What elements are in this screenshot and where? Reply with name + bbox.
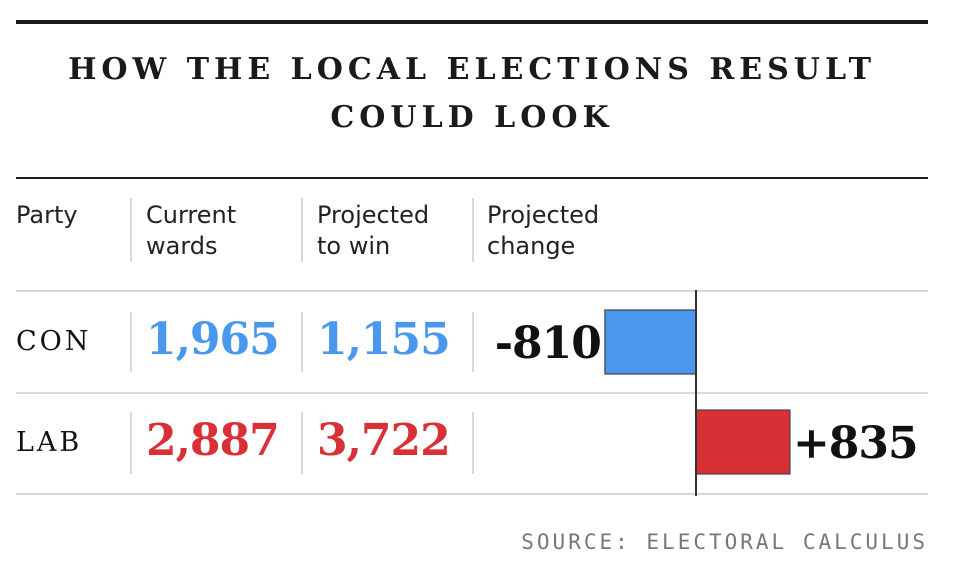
projected-to-win-lab: 3,722 [317, 415, 451, 466]
row-divider [130, 412, 132, 474]
column-header-party-label: Party [16, 201, 78, 229]
column-header-current-line1: Current [146, 201, 237, 229]
row-rule [16, 493, 928, 495]
row-divider [472, 412, 474, 474]
current-wards-con: 1,965 [146, 314, 280, 365]
header-rule [16, 177, 928, 179]
row-rule [16, 290, 928, 292]
header-divider [472, 198, 474, 262]
row-rule [16, 392, 928, 394]
party-label-con: CON [16, 326, 92, 357]
header-divider [130, 198, 132, 262]
column-header-current-wards: Current wards [146, 200, 236, 262]
projected-to-win-con: 1,155 [317, 314, 451, 365]
column-header-projected-line2: to win [317, 232, 391, 260]
source-note: SOURCE: ELECTORAL CALCULUS [521, 530, 928, 554]
column-header-projected-change: Projected change [487, 200, 599, 262]
column-header-change-line2: change [487, 232, 576, 260]
row-divider [130, 312, 132, 372]
change-bar-con [604, 309, 697, 375]
projected-change-chart: -810 +835 [495, 290, 919, 496]
column-header-projected-line1: Projected [317, 201, 430, 229]
row-divider [301, 412, 303, 474]
party-label-lab: LAB [16, 427, 83, 458]
change-label-lab: +835 [793, 418, 918, 469]
chart-title: HOW THE LOCAL ELECTIONS RESULT COULD LOO… [68, 52, 876, 135]
column-header-party: Party [16, 200, 78, 231]
column-header-change-line1: Projected [487, 201, 600, 229]
column-header-current-line2: wards [146, 232, 218, 260]
column-header-projected-to-win: Projected to win [317, 200, 429, 262]
row-divider [301, 312, 303, 372]
change-label-con: -810 [495, 318, 601, 369]
row-divider [472, 312, 474, 372]
top-rule [16, 20, 928, 24]
change-bar-lab [695, 409, 791, 475]
current-wards-lab: 2,887 [146, 415, 280, 466]
header-divider [301, 198, 303, 262]
